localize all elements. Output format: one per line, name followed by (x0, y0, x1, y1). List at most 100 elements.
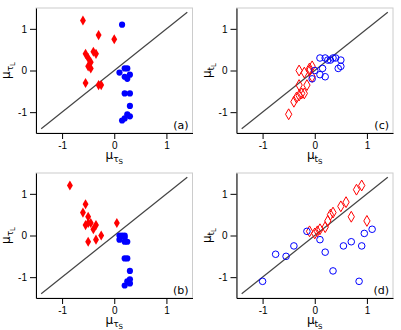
x-tick-mark (166, 133, 167, 139)
y-tick: 1 (222, 24, 237, 35)
y-axis-line (237, 9, 238, 134)
point (127, 90, 133, 96)
point (88, 63, 94, 73)
x-axis-label: μτS (105, 148, 123, 166)
y-tick-label: -1 (18, 107, 27, 118)
x-tick-mark (114, 298, 115, 304)
point (90, 224, 96, 234)
y-axis-label: μτL (0, 62, 17, 79)
x-tick-label: -1 (58, 140, 67, 151)
y-tick-mark (231, 277, 237, 278)
y-tick: 1 (21, 189, 36, 200)
y-axis-label: μτL (0, 227, 17, 244)
reference-line (41, 177, 187, 294)
plot-frame (237, 173, 394, 298)
point (80, 207, 86, 217)
y-tick-mark (231, 236, 237, 237)
x-tick: 1 (365, 298, 371, 316)
y-tick-mark (30, 29, 36, 30)
y-tick: 0 (21, 230, 36, 241)
y-tick-mark (231, 112, 237, 113)
y-axis-label: μtL (200, 228, 218, 243)
label-part: S (318, 158, 323, 166)
point (364, 215, 370, 226)
point (356, 278, 363, 285)
point (96, 80, 102, 90)
point (96, 30, 102, 40)
point (85, 237, 91, 247)
point (296, 65, 302, 76)
point (317, 224, 323, 235)
x-tick-mark (367, 298, 368, 304)
y-tick-label: -1 (219, 272, 228, 283)
reference-line (41, 12, 187, 129)
point (80, 15, 86, 25)
point (286, 109, 292, 120)
x-axis: -101 (237, 133, 394, 151)
y-tick-mark (30, 112, 36, 113)
y-tick-label: 0 (21, 65, 27, 76)
point (309, 76, 316, 83)
point (124, 239, 130, 245)
y-tick-mark (231, 194, 237, 195)
y-tick: 1 (222, 189, 237, 200)
point (67, 180, 73, 190)
y-tick-mark (30, 194, 36, 195)
x-tick: -1 (58, 298, 67, 316)
point (124, 76, 130, 82)
y-axis: -101 (219, 9, 237, 134)
y-tick-label: 1 (222, 189, 228, 200)
point (291, 243, 298, 250)
y-axis-line (36, 9, 37, 134)
figure: -101-101μτSμτL(a)-101-101μτSμτL(b)-101-1… (0, 0, 401, 330)
point (124, 65, 130, 71)
x-tick-mark (315, 133, 316, 139)
point (319, 65, 326, 72)
y-tick-label: 1 (21, 189, 27, 200)
x-tick-label: -1 (259, 140, 268, 151)
point (304, 228, 311, 235)
y-tick: -1 (219, 272, 237, 283)
point (83, 199, 89, 209)
point (359, 180, 365, 191)
y-tick-mark (231, 29, 237, 30)
panel-label: (b) (173, 284, 189, 297)
point (348, 211, 354, 222)
panel-label: (c) (374, 119, 389, 132)
point (330, 207, 336, 218)
label-part: S (119, 158, 124, 166)
point (122, 282, 128, 288)
marks (41, 12, 187, 129)
panel: -101-101μtSμtL(c) (200, 8, 394, 166)
y-tick: 1 (21, 24, 36, 35)
point (85, 218, 91, 228)
x-tick-label: 1 (365, 305, 371, 316)
y-tick-label: -1 (219, 107, 228, 118)
x-tick-mark (315, 298, 316, 304)
label-part: L (210, 63, 218, 67)
x-tick-mark (166, 298, 167, 304)
label-part: L (210, 228, 218, 232)
x-tick-mark (62, 298, 63, 304)
point (325, 215, 331, 226)
y-axis-label: μtL (200, 63, 218, 78)
x-tick-mark (114, 133, 115, 139)
plot-frame (36, 173, 193, 298)
x-tick: 1 (164, 298, 170, 316)
panel-label: (d) (373, 284, 389, 297)
x-tick: -1 (58, 133, 67, 151)
reference-line (242, 12, 388, 129)
point (335, 65, 342, 72)
x-tick: 1 (164, 133, 170, 151)
x-axis-label: μtS (307, 148, 323, 166)
panel: -101-101μτSμτL(b) (0, 173, 193, 330)
y-tick-mark (30, 71, 36, 72)
point (317, 236, 324, 243)
x-tick-label: -1 (58, 305, 67, 316)
point (283, 253, 290, 260)
label-part: L (9, 227, 17, 231)
x-axis: -101 (37, 298, 194, 316)
x-tick: -1 (259, 298, 268, 316)
point (330, 268, 337, 275)
panel-label: (a) (173, 119, 188, 132)
